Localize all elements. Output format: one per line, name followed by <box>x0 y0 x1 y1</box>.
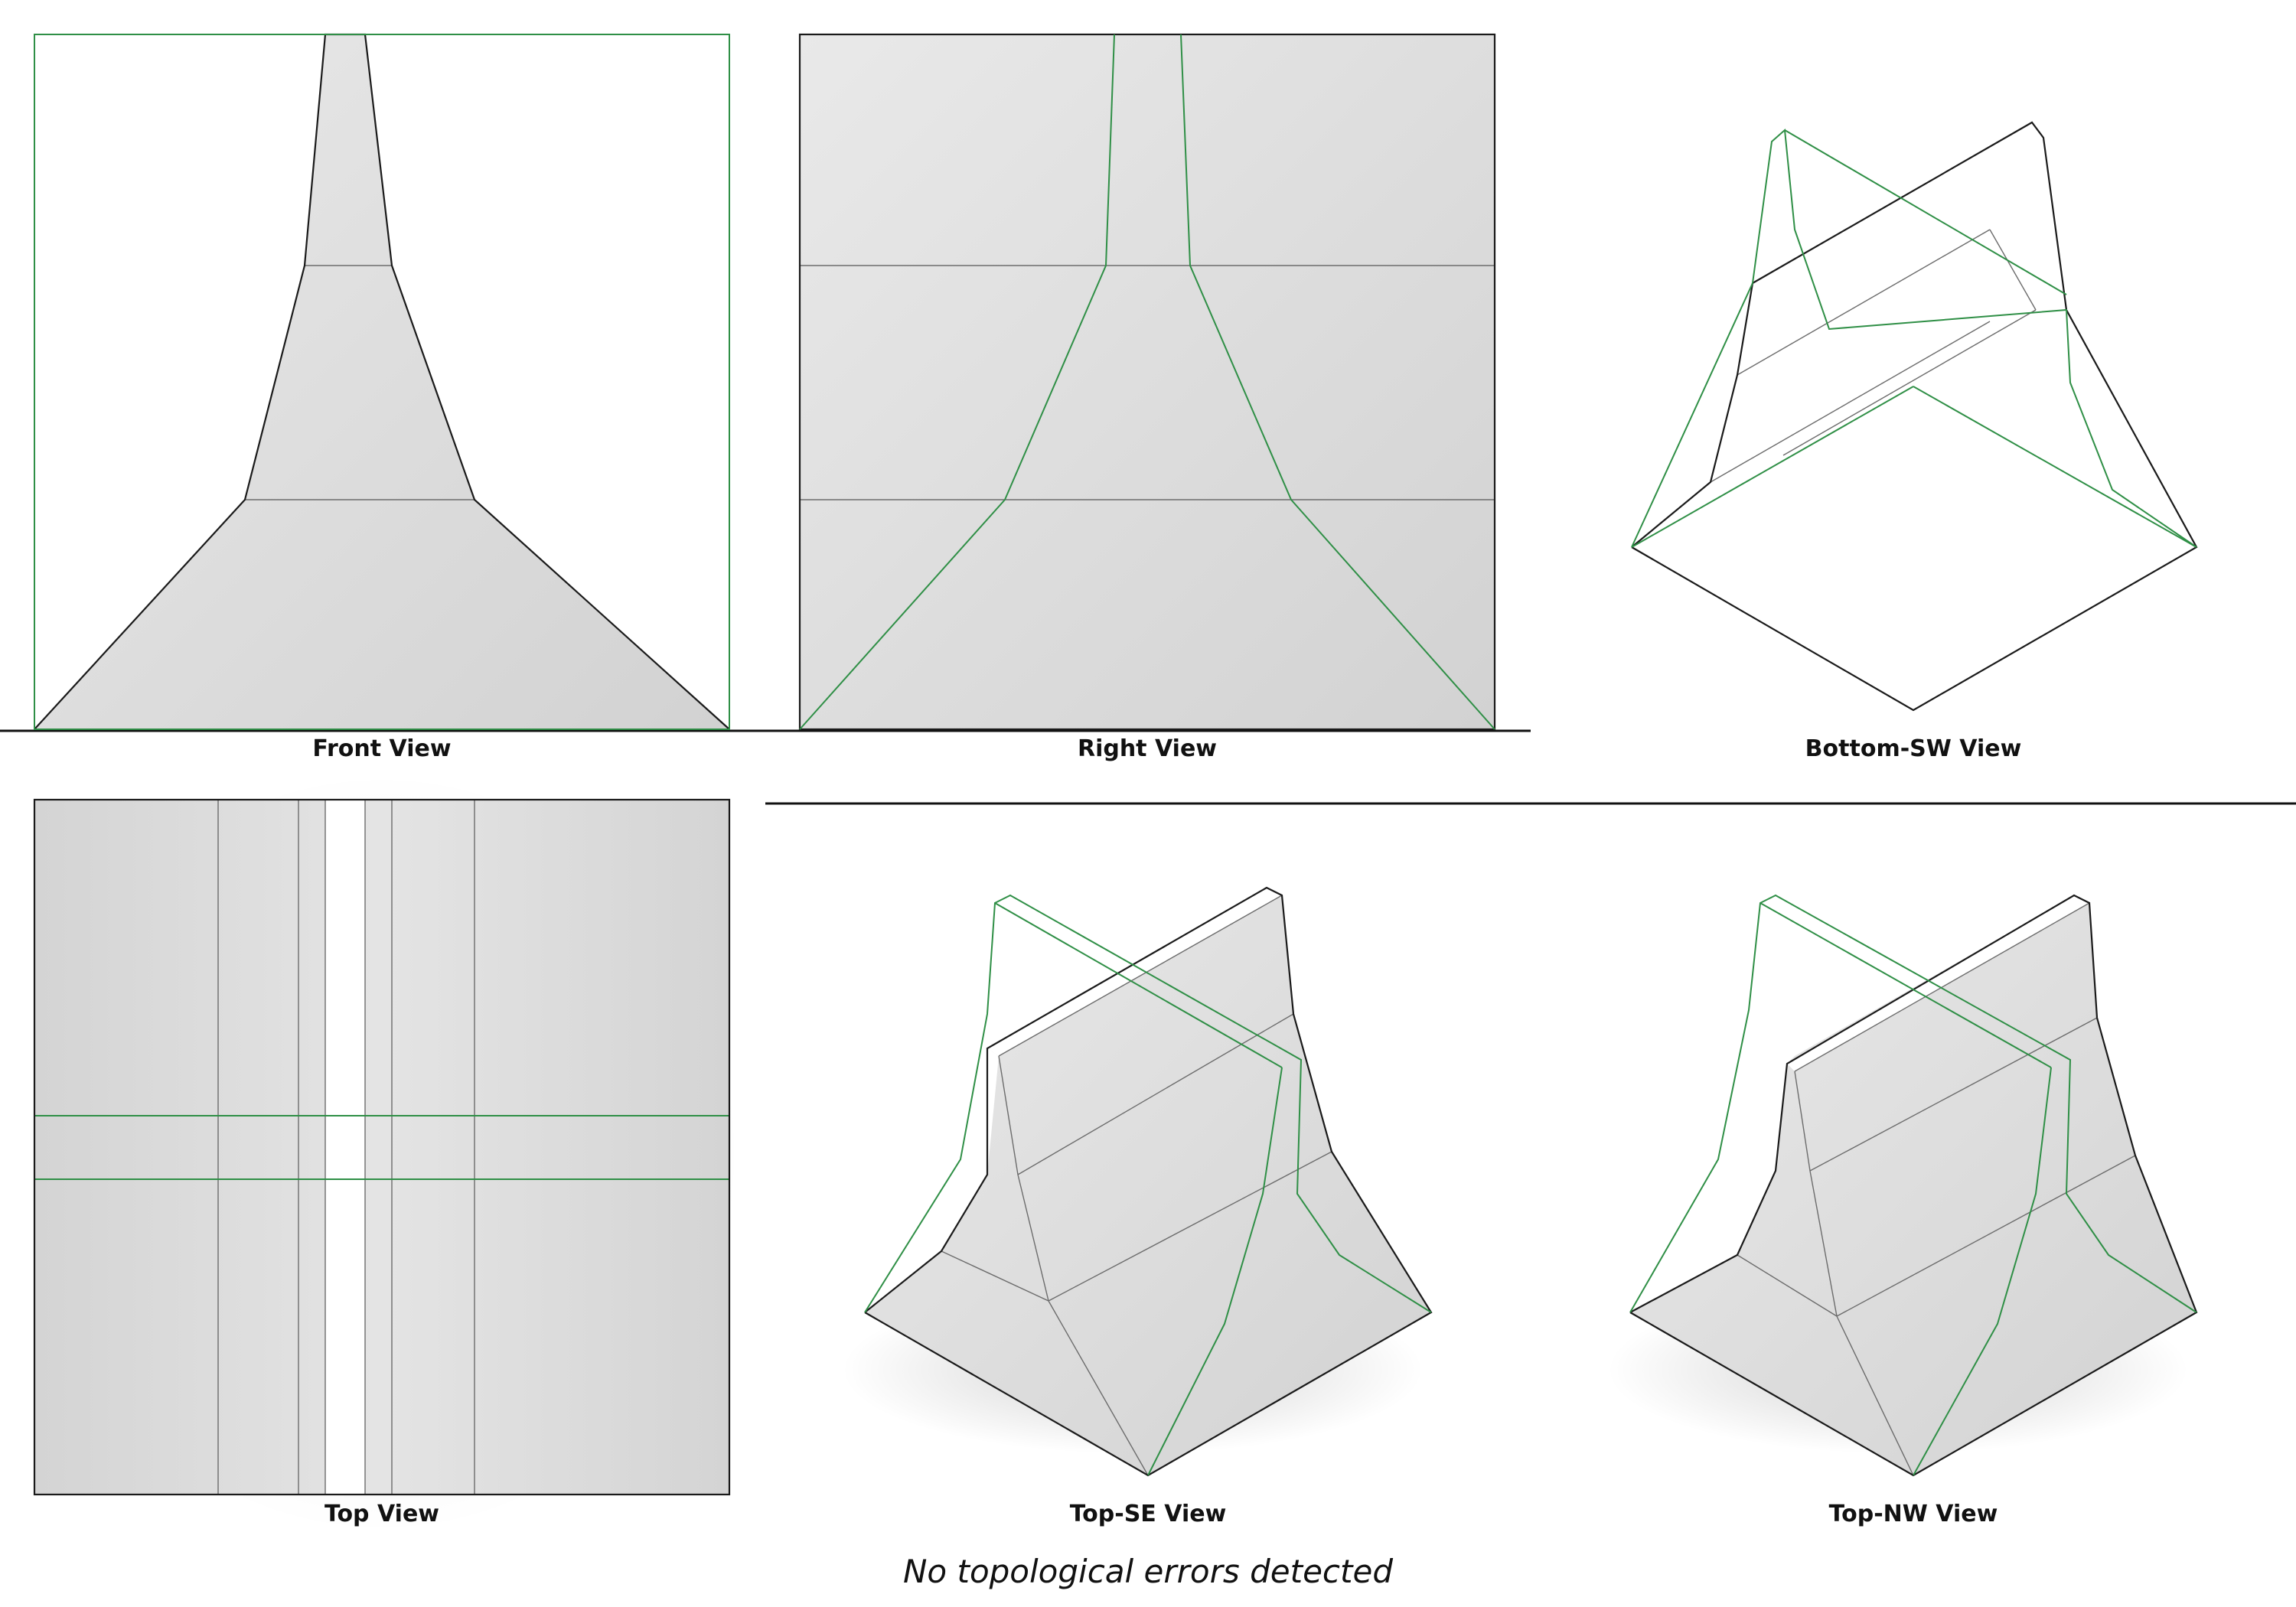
right-view <box>798 33 1496 731</box>
bottom-sw-view-label: Bottom-SW View <box>1805 735 2022 762</box>
top-nw-view <box>1607 894 2198 1477</box>
right-view-label: Right View <box>1078 735 1217 762</box>
status-message: No topological errors detected <box>903 1553 1393 1590</box>
top-view-label: Top View <box>325 1501 439 1527</box>
front-view <box>34 33 730 730</box>
top-se-view-label: Top-SE View <box>1070 1501 1227 1527</box>
top-se-view <box>842 886 1433 1477</box>
front-view-label: Front View <box>312 735 451 762</box>
top-view <box>23 773 741 1534</box>
bottom-sw-view <box>1631 121 2198 712</box>
top-nw-view-label: Top-NW View <box>1829 1501 1998 1527</box>
